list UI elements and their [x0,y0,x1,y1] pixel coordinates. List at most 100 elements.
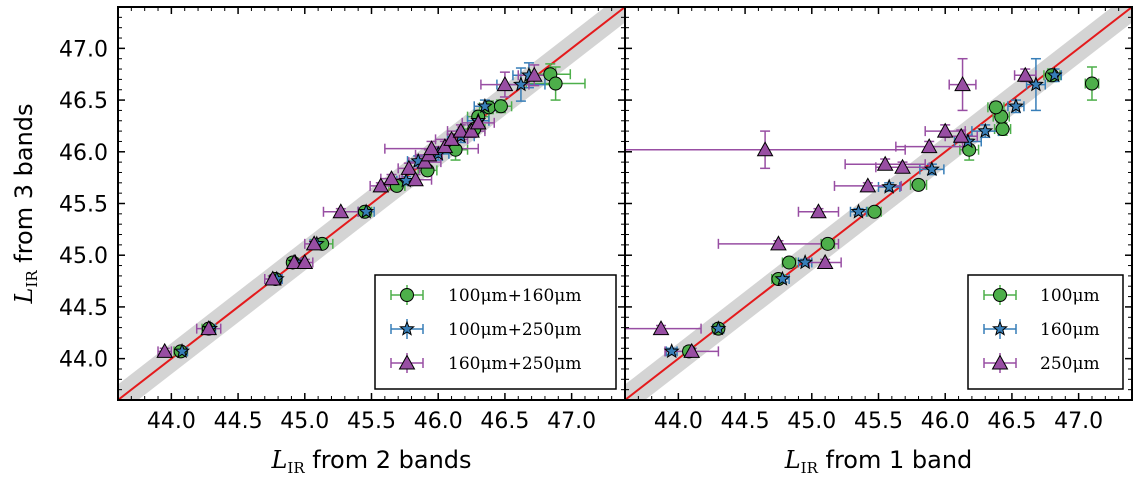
data-point-triangle [952,127,970,143]
data-point-triangle [463,122,480,138]
y-tick-label: 45.5 [59,193,108,218]
x-tick-label: 46.0 [414,409,463,434]
y-tick-label: 45.0 [59,244,108,269]
y-tick-label: 44.0 [59,348,108,373]
x-tick-label: 45.5 [854,409,903,434]
legend-label: 250μm [1040,354,1100,374]
data-point-triangle [443,130,460,146]
legend: 100μm 160μm 250μm [967,274,1124,390]
data-point-triangle [810,203,827,219]
data-point-star [881,178,898,194]
legend: 100μm+160μm 100μm+250μm 160μm+250μm [374,274,617,390]
x-tick-label: 44.0 [654,409,703,434]
legend-label: 160μm [1040,320,1100,340]
data-point-triangle [770,235,787,251]
y-tick-label: 44.5 [59,296,108,321]
data-point-circle [782,255,797,270]
panel-1-band: 44.0 44.5 45.0 45.5 46.0 46.5 47.0 LIR from 1 … [624,6,1133,477]
data-point-triangle [332,203,350,219]
data-point-star [1007,97,1024,114]
data-point-star [358,203,375,219]
data-point-star [1027,76,1044,92]
data-point-star [710,320,727,336]
legend-label: 100μm+160μm [448,286,581,306]
x-tick-label: 45.5 [347,409,396,434]
legend-label: 100μm+250μm [448,320,581,340]
data-point-triangle [383,170,400,186]
data-point-triangle [156,342,174,358]
x-axis-label: LIR from 2 bands [270,446,471,477]
data-point-triangle [876,155,894,171]
y-axis-label: LIR from 3 bands [10,103,41,304]
legend-marker-triangle [398,354,416,370]
data-point-circle [820,236,835,251]
x-tick-label: 47.0 [1054,409,1103,434]
data-point-circle [988,100,1003,115]
x-tick-labels: 44.0 44.5 45.0 45.5 46.0 46.5 47.0 [147,409,596,434]
data-point-triangle [525,66,543,82]
data-point-circle [911,177,926,192]
data-point-star [923,160,940,177]
data-point-triangle [894,158,911,174]
data-point-star [977,122,994,138]
legend-label: 160μm+250μm [448,354,581,374]
y-tick-label: 47.0 [59,37,108,62]
x-tick-label: 46.5 [480,409,529,434]
data-point-triangle [954,76,971,92]
tick-marks [625,7,1132,400]
data-point-triangle [469,114,487,130]
y-tick-labels: 44.0 44.5 45.0 45.5 46.0 46.5 47.0 [59,37,108,372]
legend-entry: 160μm [983,319,1100,340]
panel-2-bands: 44.0 44.5 45.0 45.5 46.0 46.5 47.0 44.0 44.5 45.… [59,6,626,477]
data-point-star [797,254,814,270]
x-tick-label: 46.5 [987,409,1036,434]
data-point-star [1046,66,1063,83]
data-point-triangle [496,76,514,92]
data-point-triangle [920,138,938,154]
x-tick-labels: 44.0 44.5 45.0 45.5 46.0 46.5 47.0 [654,409,1103,434]
tick-marks [118,7,625,400]
data-point-triangle [285,253,303,269]
data-point-triangle [407,171,424,187]
data-point-circle [995,122,1010,137]
x-tick-label: 44.5 [214,409,263,434]
x-tick-label: 45.0 [280,409,329,434]
data-point-star [512,76,529,92]
x-tick-label: 45.0 [787,409,836,434]
data-point-triangle [652,320,670,336]
y-tick-label: 46.5 [59,89,108,114]
data-point-star [476,97,493,114]
data-point-star [398,172,415,188]
data-point-circle [548,76,563,91]
legend-marker-triangle [991,354,1009,370]
x-tick-label: 44.0 [147,409,196,434]
data-point-star [663,342,680,359]
data-point-triangle [859,177,877,193]
data-point-circle [493,99,508,114]
legend-marker-star [399,320,415,336]
y-tick-label: 46.0 [59,141,108,166]
data-point-triangle [756,141,774,157]
x-tick-label: 47.0 [547,409,596,434]
legend-entry: 250μm [983,353,1100,374]
data-point-triangle [1016,66,1034,82]
data-points [625,57,1100,359]
data-point-circle [867,204,882,219]
legend-entry: 100μm [983,285,1100,306]
x-tick-label: 44.5 [721,409,770,434]
data-points [156,62,586,359]
data-point-triangle [296,253,314,269]
legend-box [374,274,617,390]
legend-marker-star [992,320,1008,336]
data-point-triangle [200,320,218,336]
legend-label: 100μm [1040,286,1100,306]
legend-entry: 100μm+160μm [390,285,581,306]
legend-marker-circle [400,288,414,302]
data-point-star [850,203,867,219]
data-point-triangle [264,270,282,286]
legend-entry: 100μm+250μm [390,319,581,340]
data-point-triangle [816,253,834,269]
x-axis-label: LIR from 1 band [784,446,973,477]
legend-entry: 160μm+250μm [390,353,581,374]
